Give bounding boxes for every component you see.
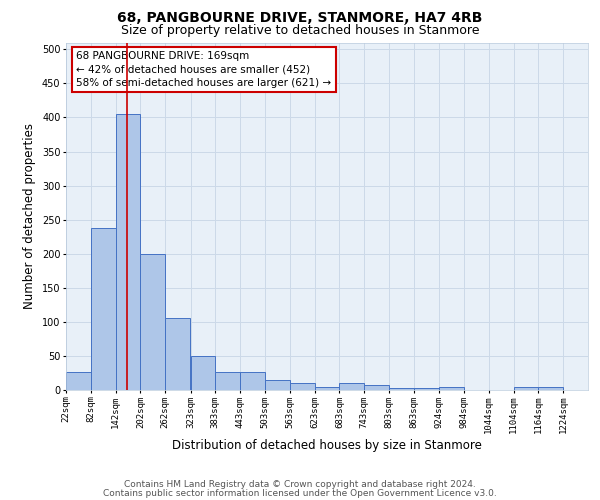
Text: Contains public sector information licensed under the Open Government Licence v3: Contains public sector information licen… xyxy=(103,488,497,498)
Y-axis label: Number of detached properties: Number of detached properties xyxy=(23,123,36,309)
Text: Size of property relative to detached houses in Stanmore: Size of property relative to detached ho… xyxy=(121,24,479,37)
Bar xyxy=(514,386,538,390)
Bar xyxy=(314,386,340,390)
Bar xyxy=(165,318,190,390)
Bar xyxy=(439,386,464,390)
Text: Contains HM Land Registry data © Crown copyright and database right 2024.: Contains HM Land Registry data © Crown c… xyxy=(124,480,476,489)
Bar xyxy=(290,383,314,390)
X-axis label: Distribution of detached houses by size in Stanmore: Distribution of detached houses by size … xyxy=(172,438,482,452)
Bar xyxy=(116,114,140,390)
Text: 68, PANGBOURNE DRIVE, STANMORE, HA7 4RB: 68, PANGBOURNE DRIVE, STANMORE, HA7 4RB xyxy=(118,11,482,25)
Text: 68 PANGBOURNE DRIVE: 169sqm
← 42% of detached houses are smaller (452)
58% of se: 68 PANGBOURNE DRIVE: 169sqm ← 42% of det… xyxy=(76,51,332,88)
Bar xyxy=(140,254,165,390)
Bar xyxy=(91,228,116,390)
Bar xyxy=(340,383,364,390)
Bar xyxy=(240,372,265,390)
Bar xyxy=(191,356,215,390)
Bar xyxy=(364,384,389,390)
Bar xyxy=(414,388,439,390)
Bar xyxy=(215,372,240,390)
Bar xyxy=(265,380,290,390)
Bar xyxy=(538,386,563,390)
Bar xyxy=(66,372,91,390)
Bar xyxy=(389,388,414,390)
